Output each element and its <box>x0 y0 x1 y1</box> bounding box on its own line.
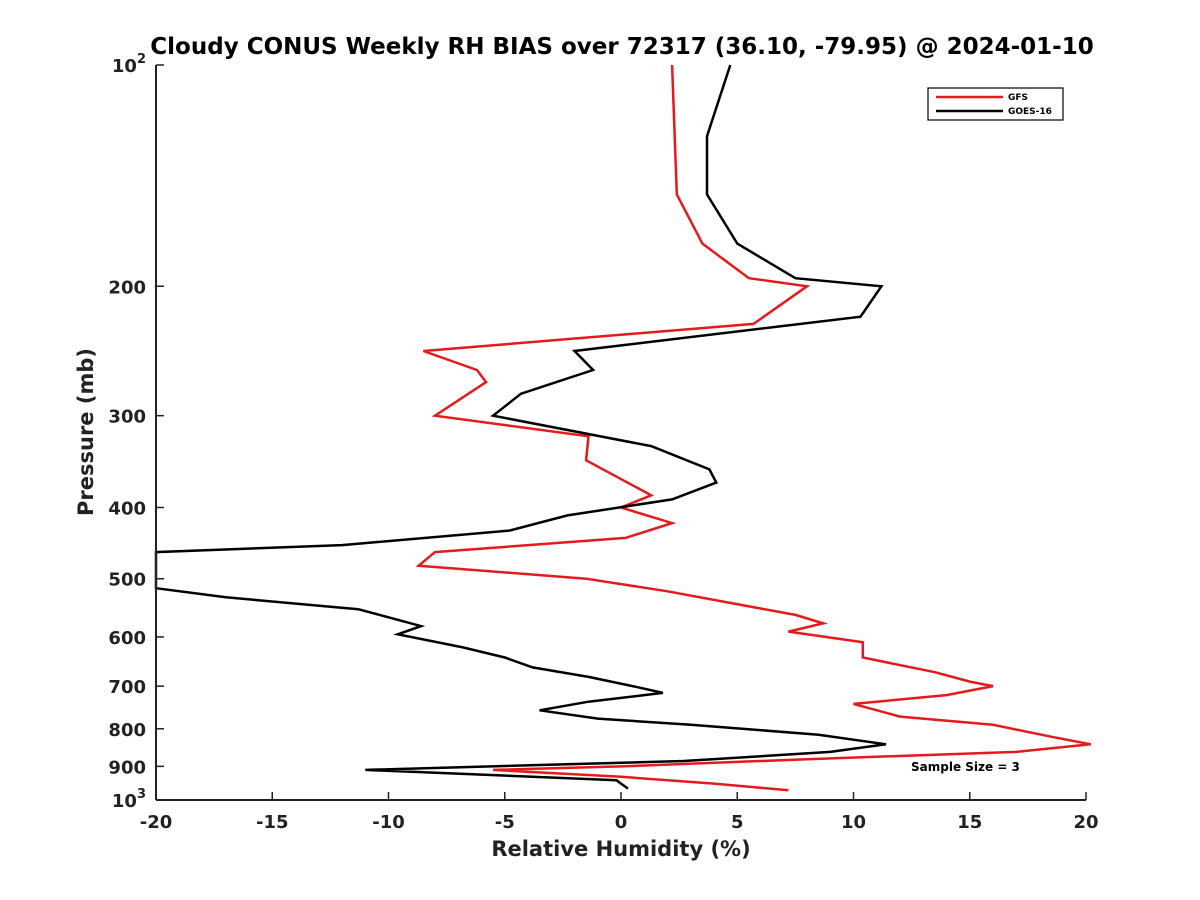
y-tick-label: 600 <box>108 628 146 649</box>
x-tick-label: 0 <box>615 812 628 833</box>
series-layer <box>154 64 1091 792</box>
y-axis-label: Pressure (mb) <box>74 348 98 516</box>
y-tick-label: 102 <box>112 52 146 77</box>
legend-label-gfs: GFS <box>1008 93 1028 103</box>
series-line-goes16 <box>154 64 887 790</box>
x-tick-label: -5 <box>495 812 515 833</box>
y-tick-label: 900 <box>108 757 146 778</box>
y-tick-label: 103 <box>112 787 146 812</box>
y-tick-label: 200 <box>108 277 146 298</box>
y-tick-label: 300 <box>108 407 146 428</box>
x-axis-label: Relative Humidity (%) <box>491 837 750 861</box>
x-tick-label: 5 <box>731 812 744 833</box>
chart-title: Cloudy CONUS Weekly RH BIAS over 72317 (… <box>150 34 1093 60</box>
y-ticks: 102 200 300 400 500 600 700 800 900 103 <box>108 52 164 812</box>
x-ticks: -20 -15 -10 -5 0 5 10 15 20 <box>140 792 1099 833</box>
legend-label-goes16: GOES-16 <box>1008 107 1052 117</box>
x-tick-label: -10 <box>372 812 405 833</box>
sample-size-annotation: Sample Size = 3 <box>911 760 1020 774</box>
x-tick-label: 10 <box>841 812 866 833</box>
y-tick-label: 700 <box>108 677 146 698</box>
legend-box <box>927 87 1064 121</box>
y-tick-label: 500 <box>108 570 146 591</box>
x-tick-label: 20 <box>1073 812 1098 833</box>
series-line-gfs <box>415 64 1091 792</box>
y-tick-label: 800 <box>108 720 146 741</box>
x-tick-label: -15 <box>256 812 289 833</box>
x-tick-label: -20 <box>140 812 173 833</box>
x-tick-label: 15 <box>957 812 982 833</box>
y-tick-label: 400 <box>108 499 146 520</box>
legend: GFS GOES-16 <box>927 87 1064 121</box>
